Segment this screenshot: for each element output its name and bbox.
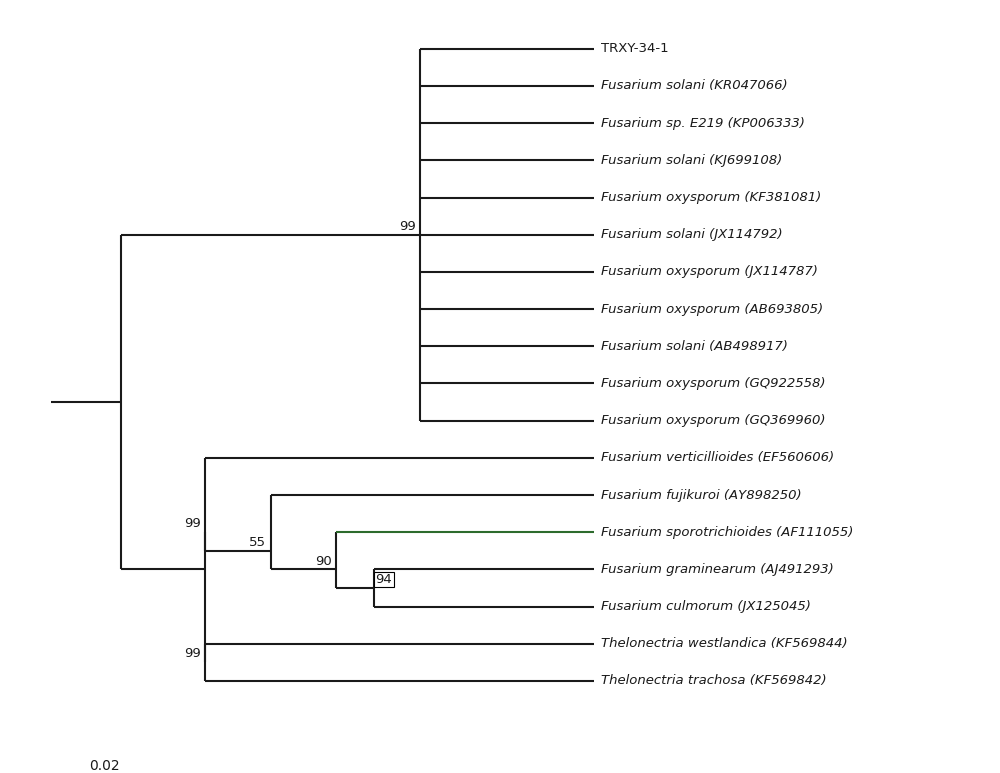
Text: Fusarium oxysporum (AB693805): Fusarium oxysporum (AB693805)	[601, 302, 823, 315]
Text: Fusarium culmorum (JX125045): Fusarium culmorum (JX125045)	[601, 600, 811, 613]
Text: TRXY-34-1: TRXY-34-1	[601, 43, 669, 56]
Text: Fusarium sp. E219 (KP006333): Fusarium sp. E219 (KP006333)	[601, 117, 805, 130]
Text: 90: 90	[315, 554, 332, 567]
Text: 99: 99	[184, 648, 201, 660]
Text: 99: 99	[184, 517, 201, 530]
Text: Fusarium oxysporum (GQ922558): Fusarium oxysporum (GQ922558)	[601, 377, 826, 390]
Text: 94: 94	[376, 573, 392, 586]
Text: 99: 99	[399, 220, 416, 233]
Text: 0.02: 0.02	[89, 759, 120, 773]
Text: Thelonectria trachosa (KF569842): Thelonectria trachosa (KF569842)	[601, 674, 827, 687]
Text: Fusarium graminearum (AJ491293): Fusarium graminearum (AJ491293)	[601, 563, 834, 576]
Text: Fusarium fujikuroi (AY898250): Fusarium fujikuroi (AY898250)	[601, 489, 802, 502]
Text: Fusarium solani (AB498917): Fusarium solani (AB498917)	[601, 340, 788, 352]
Text: Fusarium oxysporum (KF381081): Fusarium oxysporum (KF381081)	[601, 191, 821, 204]
Text: Fusarium solani (JX114792): Fusarium solani (JX114792)	[601, 228, 783, 241]
Text: Thelonectria westlandica (KF569844): Thelonectria westlandica (KF569844)	[601, 637, 848, 650]
Text: Fusarium oxysporum (JX114787): Fusarium oxysporum (JX114787)	[601, 265, 818, 278]
Text: Fusarium oxysporum (GQ369960): Fusarium oxysporum (GQ369960)	[601, 414, 826, 427]
Text: Fusarium sporotrichioides (AF111055): Fusarium sporotrichioides (AF111055)	[601, 526, 853, 539]
Text: 55: 55	[249, 536, 266, 549]
Text: Fusarium solani (KJ699108): Fusarium solani (KJ699108)	[601, 154, 782, 167]
Text: Fusarium solani (KR047066): Fusarium solani (KR047066)	[601, 80, 788, 93]
Text: Fusarium verticillioides (EF560606): Fusarium verticillioides (EF560606)	[601, 451, 834, 465]
